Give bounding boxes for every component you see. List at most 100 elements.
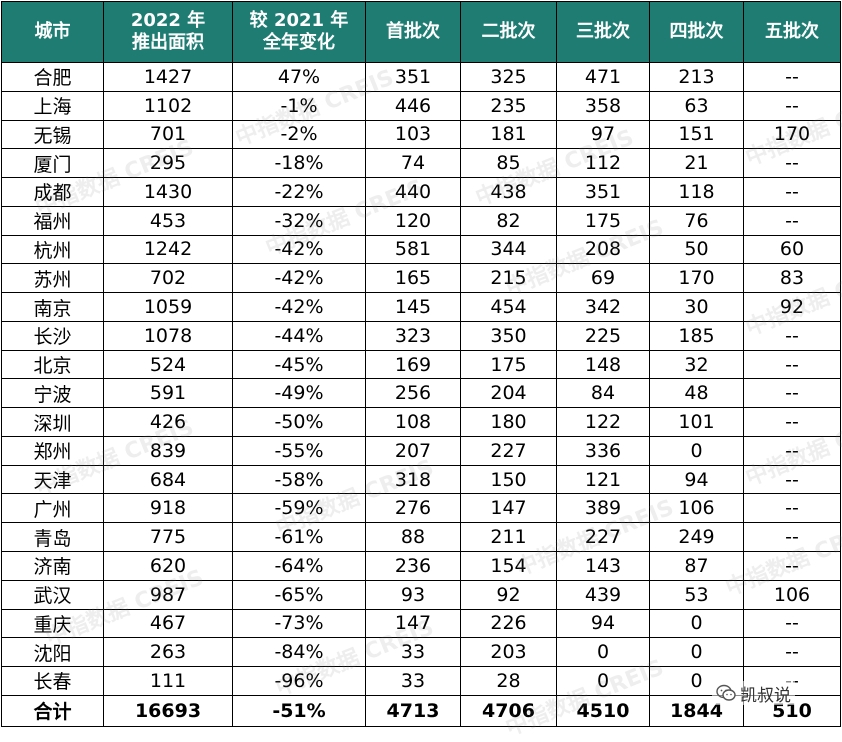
- batch5-cell: --: [743, 349, 841, 380]
- batch2-cell: 4706: [460, 694, 557, 728]
- batch1-cell: 207: [365, 435, 461, 466]
- batch5-cell: --: [743, 551, 841, 581]
- batch5-cell: 92: [743, 292, 841, 322]
- batch4-cell: 32: [649, 349, 744, 380]
- change-cell: -44%: [232, 320, 366, 351]
- batch1-cell: 169: [365, 349, 461, 380]
- table-row: 长沙 1078 -44% 323 350 225 185 --: [1, 320, 841, 351]
- change-cell: -45%: [232, 349, 366, 380]
- batch5-cell: --: [743, 148, 841, 179]
- change-cell: -2%: [232, 119, 366, 150]
- area-cell: 839: [103, 435, 233, 466]
- area-cell: 775: [103, 522, 233, 553]
- header-batch-1: 首批次: [365, 1, 461, 63]
- batch3-cell: 94: [556, 608, 650, 639]
- city-cell: 杭州: [1, 234, 104, 265]
- batch1-cell: 165: [365, 263, 461, 294]
- batch4-cell: 30: [649, 292, 744, 322]
- city-cell: 武汉: [1, 579, 104, 610]
- batch4-cell: 0: [649, 435, 744, 466]
- batch4-cell: 118: [649, 177, 744, 207]
- batch2-cell: 85: [460, 148, 557, 179]
- batch1-cell: 323: [365, 320, 461, 351]
- batch4-cell: 48: [649, 378, 744, 409]
- area-cell: 701: [103, 119, 233, 150]
- batch2-cell: 344: [460, 234, 557, 265]
- batch4-cell: 21: [649, 148, 744, 179]
- batch2-cell: 438: [460, 177, 557, 207]
- batch3-cell: 112: [556, 148, 650, 179]
- change-cell: -58%: [232, 464, 366, 495]
- batch1-cell: 120: [365, 205, 461, 236]
- batch3-cell: 121: [556, 464, 650, 495]
- table-row: 广州 918 -59% 276 147 389 106 --: [1, 493, 841, 524]
- batch5-cell: --: [743, 177, 841, 207]
- batch1-cell: 318: [365, 464, 461, 495]
- table-row: 北京 524 -45% 169 175 148 32 --: [1, 349, 841, 380]
- batch4-cell: 151: [649, 119, 744, 150]
- batch4-cell: 94: [649, 464, 744, 495]
- city-cell: 济南: [1, 551, 104, 581]
- area-cell: 591: [103, 378, 233, 409]
- batch1-cell: 108: [365, 407, 461, 437]
- batch5-cell: --: [743, 608, 841, 639]
- batch4-cell: 50: [649, 234, 744, 265]
- header-line1: 城市: [34, 21, 71, 42]
- batch5-cell: --: [743, 205, 841, 236]
- batch5-cell: --: [743, 435, 841, 466]
- area-cell: 426: [103, 407, 233, 437]
- change-cell: -55%: [232, 435, 366, 466]
- table-row: 宁波 591 -49% 256 204 84 48 --: [1, 378, 841, 409]
- area-cell: 1059: [103, 292, 233, 322]
- batch5-cell: 83: [743, 263, 841, 294]
- table-row: 无锡 701 -2% 103 181 97 151 170: [1, 119, 841, 150]
- batch2-cell: 325: [460, 62, 557, 92]
- batch2-cell: 227: [460, 435, 557, 466]
- table-row: 青岛 775 -61% 88 211 227 249 --: [1, 522, 841, 553]
- batch2-cell: 150: [460, 464, 557, 495]
- header-area-2022: 2022 年推出面积: [103, 1, 233, 63]
- change-cell: -61%: [232, 522, 366, 553]
- header-change-vs-2021: 较 2021 年全年变化: [232, 1, 366, 63]
- batch3-cell: 208: [556, 234, 650, 265]
- header-line1: 较 2021 年: [249, 10, 349, 31]
- header-line1: 五批次: [765, 21, 819, 42]
- wechat-badge: 凯叔说: [712, 681, 795, 706]
- batch5-cell: --: [743, 522, 841, 553]
- batch1-cell: 4713: [365, 694, 461, 728]
- change-cell: -64%: [232, 551, 366, 581]
- change-cell: -59%: [232, 493, 366, 524]
- batch1-cell: 236: [365, 551, 461, 581]
- city-cell: 南京: [1, 292, 104, 322]
- batch4-cell: 76: [649, 205, 744, 236]
- area-cell: 524: [103, 349, 233, 380]
- area-cell: 263: [103, 637, 233, 668]
- batch2-cell: 226: [460, 608, 557, 639]
- batch4-cell: 0: [649, 637, 744, 668]
- header-city: 城市: [1, 1, 104, 63]
- header-line1: 2022 年: [130, 10, 206, 31]
- batch5-cell: --: [743, 378, 841, 409]
- city-cell: 天津: [1, 464, 104, 495]
- batch4-cell: 63: [649, 90, 744, 121]
- batch4-cell: 249: [649, 522, 744, 553]
- batch2-cell: 235: [460, 90, 557, 121]
- area-cell: 1430: [103, 177, 233, 207]
- batch2-cell: 92: [460, 579, 557, 610]
- batch2-cell: 181: [460, 119, 557, 150]
- batch1-cell: 103: [365, 119, 461, 150]
- change-cell: -42%: [232, 234, 366, 265]
- batch3-cell: 351: [556, 177, 650, 207]
- batch5-cell: 106: [743, 579, 841, 610]
- batch5-cell: --: [743, 62, 841, 92]
- city-cell: 成都: [1, 177, 104, 207]
- batch4-cell: 87: [649, 551, 744, 581]
- header-row: 城市 2022 年推出面积较 2021 年全年变化 首批次 二批次 三批次 四批次 五批次: [1, 1, 841, 63]
- header-batch-5: 五批次: [743, 1, 841, 63]
- batch4-cell: 213: [649, 62, 744, 92]
- batch3-cell: 225: [556, 320, 650, 351]
- city-cell: 上海: [1, 90, 104, 121]
- area-cell: 1102: [103, 90, 233, 121]
- batch1-cell: 145: [365, 292, 461, 322]
- batch3-cell: 358: [556, 90, 650, 121]
